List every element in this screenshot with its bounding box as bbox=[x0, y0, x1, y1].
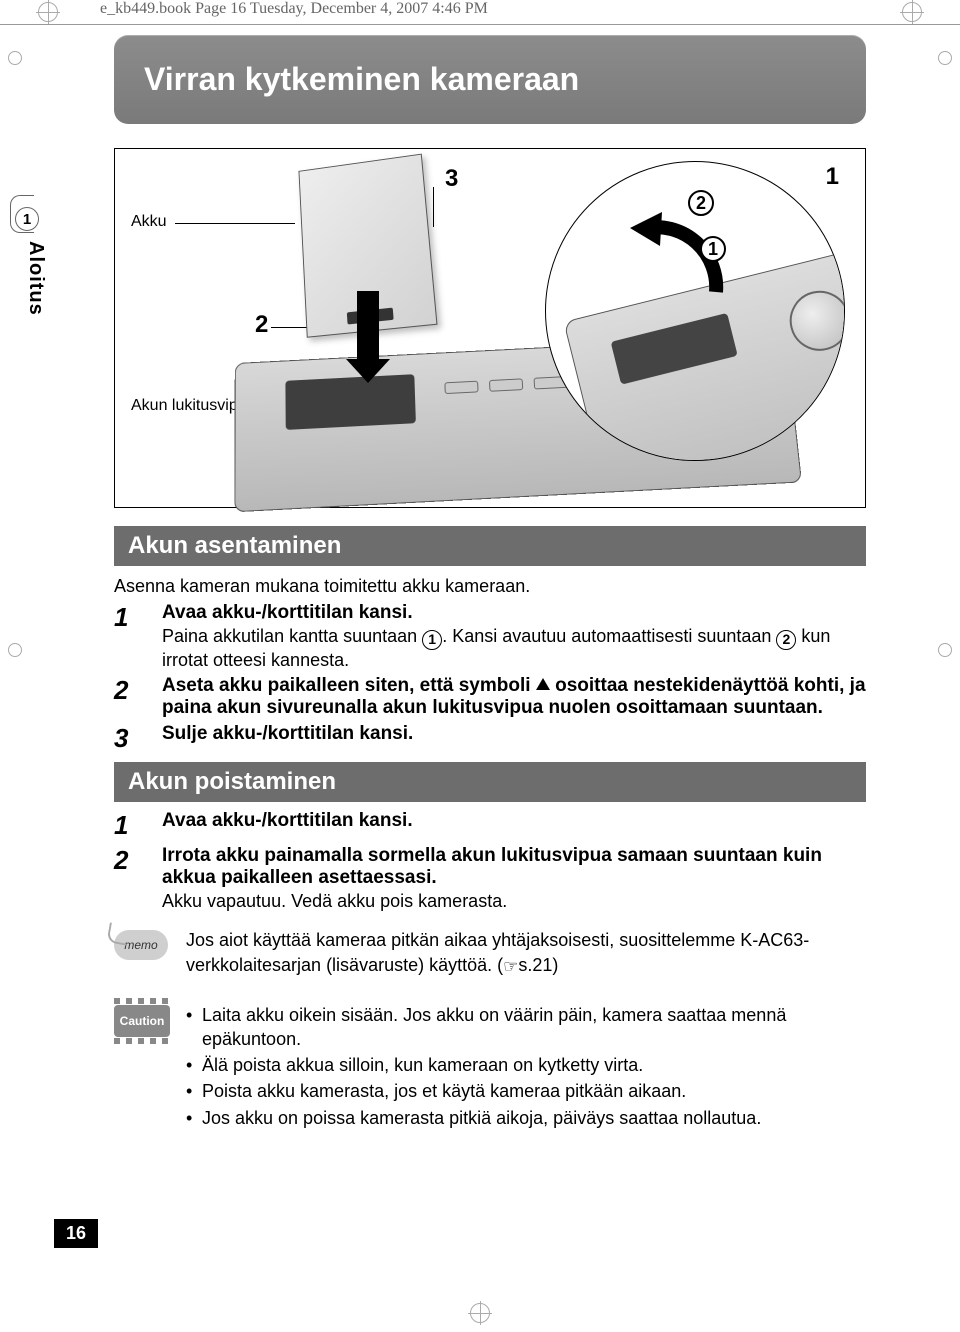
step-number: 1 bbox=[114, 602, 162, 671]
step-number: 2 bbox=[114, 675, 162, 719]
memo-text: Jos aiot käyttää kameraa pitkän aikaa yh… bbox=[186, 928, 866, 978]
diagram-callout-3: 3 bbox=[445, 165, 458, 193]
inline-circle-1: 1 bbox=[422, 630, 442, 650]
caution-icon: Caution bbox=[114, 1005, 170, 1037]
inline-circle-2: 2 bbox=[776, 630, 796, 650]
section-heading-remove: Akun poistaminen bbox=[114, 762, 866, 802]
caution-item: Älä poista akkua silloin, kun kameraan o… bbox=[186, 1053, 866, 1077]
step-sub-pre: Paina akkutilan kantta suuntaan bbox=[162, 626, 422, 646]
step-title: Aseta akku paikalleen siten, että symbol… bbox=[162, 675, 866, 719]
page-content: Virran kytkeminen kameraan 1 Aloitus Akk… bbox=[0, 35, 960, 1262]
caution-list: Laita akku oikein sisään. Jos akku on vä… bbox=[186, 1003, 866, 1130]
step-title: Sulje akku-/korttitilan kansi. bbox=[162, 723, 866, 745]
step-title: Irrota akku painamalla sormella akun luk… bbox=[162, 845, 866, 889]
diagram-circle-2: 2 bbox=[688, 190, 714, 216]
memo-callout: memo Jos aiot käyttää kameraa pitkän aik… bbox=[114, 928, 866, 978]
crop-mark-tl bbox=[36, 0, 60, 24]
diagram-curve-arrow-icon bbox=[606, 192, 746, 332]
memo-text-pre: Jos aiot käyttää kameraa pitkän aikaa yh… bbox=[186, 930, 809, 974]
side-tab-label: Aloitus bbox=[24, 241, 47, 316]
diagram-frame: Akku Akun lukitusvipu 2 3 1 bbox=[114, 148, 866, 508]
step-sub-mid: . Kansi avautuu automaattisesti suuntaan bbox=[442, 626, 776, 646]
diagram-circle-1: 1 bbox=[700, 236, 726, 262]
caution-item: Poista akku kamerasta, jos et käytä kame… bbox=[186, 1079, 866, 1103]
page-title-banner: Virran kytkeminen kameraan bbox=[114, 35, 866, 124]
step-title: Avaa akku-/korttitilan kansi. bbox=[162, 810, 866, 832]
triangle-up-icon bbox=[536, 678, 550, 690]
caution-item: Jos akku on poissa kamerasta pitkiä aiko… bbox=[186, 1106, 866, 1130]
step-row: 3 Sulje akku-/korttitilan kansi. bbox=[114, 723, 866, 754]
step-row: 1 Avaa akku-/korttitilan kansi. Paina ak… bbox=[114, 602, 866, 671]
caution-callout: Caution Laita akku oikein sisään. Jos ak… bbox=[114, 1003, 866, 1132]
diagram-label-akku: Akku bbox=[131, 213, 167, 231]
section-heading-install: Akun asentaminen bbox=[114, 526, 866, 566]
diagram-arrow-down-icon bbox=[357, 291, 379, 361]
step-row: 2 Irrota akku painamalla sormella akun l… bbox=[114, 845, 866, 912]
step-subtext: Akku vapautuu. Vedä akku pois kamerasta. bbox=[162, 891, 866, 912]
side-tab: 1 Aloitus bbox=[24, 203, 64, 316]
step-number: 3 bbox=[114, 723, 162, 754]
step-title: Avaa akku-/korttitilan kansi. bbox=[162, 602, 866, 624]
step-subtext: Paina akkutilan kantta suuntaan 1. Kansi… bbox=[162, 626, 866, 671]
step-row: 2 Aseta akku paikalleen siten, että symb… bbox=[114, 675, 866, 719]
side-tab-number: 1 bbox=[15, 207, 39, 231]
diagram-label-lock-lever: Akun lukitusvipu bbox=[131, 397, 247, 415]
memo-text-post: ) bbox=[552, 955, 558, 975]
memo-icon: memo bbox=[114, 930, 168, 960]
pointer-hand-icon: ☞ bbox=[503, 956, 518, 979]
bottom-crop-area bbox=[0, 1292, 960, 1332]
diagram-callout-2: 2 bbox=[255, 311, 268, 339]
page-meta-line: e_kb449.book Page 16 Tuesday, December 4… bbox=[0, 0, 960, 25]
section1-intro: Asenna kameran mukana toimitettu akku ka… bbox=[114, 574, 866, 598]
page-number: 16 bbox=[54, 1219, 98, 1248]
step-number: 1 bbox=[114, 810, 162, 841]
step-number: 2 bbox=[114, 845, 162, 912]
step-row: 1 Avaa akku-/korttitilan kansi. bbox=[114, 810, 866, 841]
crop-mark-bottom bbox=[468, 1301, 492, 1325]
memo-text-ref: s.21 bbox=[518, 955, 552, 975]
crop-mark-tr bbox=[900, 0, 924, 24]
diagram-detail-circle: 2 1 bbox=[545, 161, 845, 461]
step-title-pre: Aseta akku paikalleen siten, että symbol… bbox=[162, 675, 536, 696]
caution-item: Laita akku oikein sisään. Jos akku on vä… bbox=[186, 1003, 866, 1052]
diagram-callout-1: 1 bbox=[826, 163, 839, 191]
